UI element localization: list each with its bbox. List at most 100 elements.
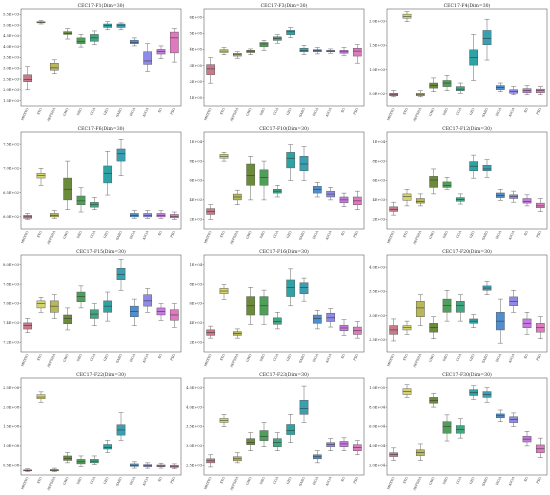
box-body [442,181,452,188]
x-tick-label: MHSTO [386,476,395,490]
x-tick-label: STO [402,476,409,484]
box-sto [219,152,229,162]
x-tick-label: DBO [442,230,449,239]
box-sabo [482,387,492,403]
box-coa [272,185,282,198]
box-body [49,63,59,71]
x-tick-label: PSO [170,107,177,115]
box-avoa [326,187,336,201]
box-avoa [143,288,153,313]
chart-panel: CEC17-F4(Dim=30) 5.0E+02 1.0E+03 1.5E+03 2.0… [369,2,548,123]
box-dbo [442,177,452,190]
box-aefsha [232,452,242,464]
box-woa [312,310,322,330]
x-tick-label: GWO [428,107,435,117]
box-sabo [116,259,126,291]
x-tick-label: AVOA [507,353,515,365]
box-pso [169,211,179,220]
box-mhsto [206,204,216,220]
plot-frame [20,8,182,107]
box-body [76,195,86,205]
box-coa [455,193,465,205]
box-so [522,85,532,95]
x-tick-label: MHSTO [203,353,212,367]
y-tick-label: 3.0E+03 [369,314,386,318]
x-tick-label: GWO [62,476,69,486]
x-tick-label: DBO [442,353,449,362]
box-body [286,424,296,435]
box-geo [469,314,479,328]
box-avoa [326,48,336,54]
box-dbo [442,75,452,91]
box-body [286,30,296,35]
chart-title: CEC17-F30(Dim=30) [442,371,492,378]
y-tick-label: 2E+03 [373,218,386,222]
box-sabo [116,22,126,31]
x-tick-label: SABO [115,107,123,118]
box-gwo [63,452,73,464]
x-tick-label: WOA [312,353,319,363]
chart-title: CEC17-F3(Dim=30) [261,2,308,9]
x-tick-label: PSO [353,107,360,115]
box-body [76,291,86,302]
box-gwo [246,48,256,55]
y-tick-label: 2E+05 [190,80,203,84]
box-sto [402,384,412,398]
plot-frame [386,254,548,353]
box-mhsto [206,454,216,468]
box-so [339,319,349,336]
x-tick-label: PSO [353,353,360,361]
x-tick-label: AEFSHA [46,107,56,123]
y-tick-label: 4E+03 [190,321,203,325]
box-dbo [259,40,269,51]
box-so [156,45,166,59]
chart-title: CEC17-F12(Dim=30) [442,125,492,132]
box-aefsha [415,193,425,207]
y-tick-label: 7.2E+03 [3,341,20,345]
box-sto [36,297,46,313]
box-gwo [246,156,256,201]
box-dbo [259,160,269,201]
chart-panel: CEC17-F10(Dim=30) 2E+03 4E+03 6E+03 8E+03 1E+… [190,125,365,246]
y-tick-label: 2.5E+03 [369,338,386,342]
box-sabo [482,18,492,61]
y-tick-label: 1.5E+03 [369,44,386,48]
box-body [143,51,153,65]
y-tick-label: 2E+03 [190,341,203,345]
x-tick-label: SABO [298,230,306,241]
box-mhsto [206,325,216,339]
y-tick-label: 6.0E+02 [3,215,19,219]
box-geo [103,21,113,31]
x-tick-label: COA [455,353,462,362]
box-mhsto [389,201,399,216]
box-gwo [429,393,439,408]
box-body [246,438,256,445]
box-geo [469,34,479,81]
box-body [535,202,545,208]
box-aefsha [49,59,59,74]
x-tick-label: MHSTO [20,107,29,121]
box-woa [495,298,505,344]
y-tick-label: 1.0E+08 [3,444,20,448]
x-tick-label: SABO [115,230,123,241]
x-tick-label: SO [523,230,529,236]
x-tick-label: GEO [286,230,293,239]
y-tick-label: 2.5E+03 [3,77,20,81]
box-aefsha [49,467,59,472]
box-coa [272,34,282,44]
box-avoa [509,412,519,427]
chart-panel: CEC17-F1(Dim=30) 1.5E+03 2.0E+03 2.5E+03 3.0… [3,2,182,123]
box-avoa [509,86,519,95]
box-body [482,30,492,45]
x-tick-label: COA [455,230,462,239]
chart-title: CEC17-F10(Dim=30) [259,125,309,132]
box-avoa [326,438,336,451]
box-geo [286,268,296,307]
chart-panel: CEC17-F3(Dim=30) 1E+05 2E+05 3E+05 4E+05 5E+0… [190,2,365,123]
box-body [36,300,46,309]
x-tick-label: DBO [76,353,83,362]
box-so [522,194,532,207]
chart-panel: CEC17-F22(Dim=30) 0.5E+08 1.0E+08 1.5E+08 2.… [3,371,182,492]
x-tick-label: AVOA [507,107,515,119]
x-tick-label: GEO [286,107,293,116]
